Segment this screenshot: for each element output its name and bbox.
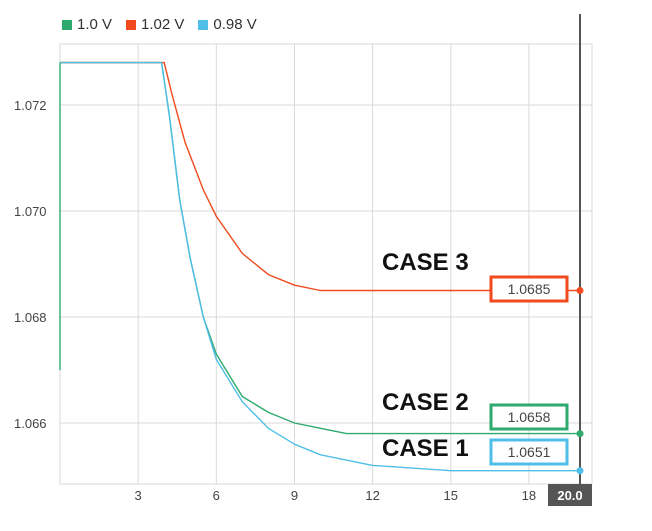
end-value-box (489, 275, 569, 303)
x-tick-label: 9 (291, 488, 298, 503)
case-label: CASE 2 (382, 389, 469, 416)
end-value-label: 1.0651 (508, 444, 551, 460)
y-tick-label: 1.066 (14, 416, 47, 431)
case-label: CASE 1 (382, 435, 469, 462)
end-value-label: 1.0658 (508, 409, 551, 425)
legend-item-0-98v[interactable]: 0.98 V (198, 16, 257, 33)
cursor-value-box (548, 484, 592, 506)
legend-swatch (62, 19, 72, 30)
legend-label: 1.0 V (77, 16, 113, 33)
legend-swatch (126, 19, 137, 30)
x-tick-label: 6 (213, 488, 220, 503)
y-tick-label: 1.068 (14, 310, 47, 325)
legend-swatch (198, 19, 209, 30)
end-value-box (489, 438, 569, 466)
legend-label: 0.98 V (213, 16, 257, 33)
series-line-0-98v (60, 61, 581, 472)
cursor-value-label: 20.0 (557, 488, 582, 503)
x-tick-label: 18 (522, 488, 536, 503)
legend: 1.0 V 1.02 V 0.98 V (62, 16, 257, 33)
legend-item-1-02v[interactable]: 1.02 V (126, 16, 184, 33)
x-tick-label: 12 (365, 488, 379, 503)
legend-item-1-0v[interactable]: 1.0 V (62, 16, 112, 33)
series-end-dot (576, 430, 584, 438)
y-tick-label: 1.070 (14, 204, 47, 219)
x-tick-label: 3 (135, 488, 142, 503)
end-value-label: 1.0685 (508, 281, 551, 297)
y-tick-label: 1.072 (14, 98, 47, 113)
series-end-dot (576, 467, 584, 475)
end-value-box (489, 403, 569, 431)
series-line-1-02v (60, 61, 581, 292)
case-label: CASE 3 (382, 249, 469, 276)
series-end-dot (576, 287, 584, 294)
x-tick-label: 15 (444, 488, 458, 503)
legend-label: 1.02 V (141, 16, 185, 33)
